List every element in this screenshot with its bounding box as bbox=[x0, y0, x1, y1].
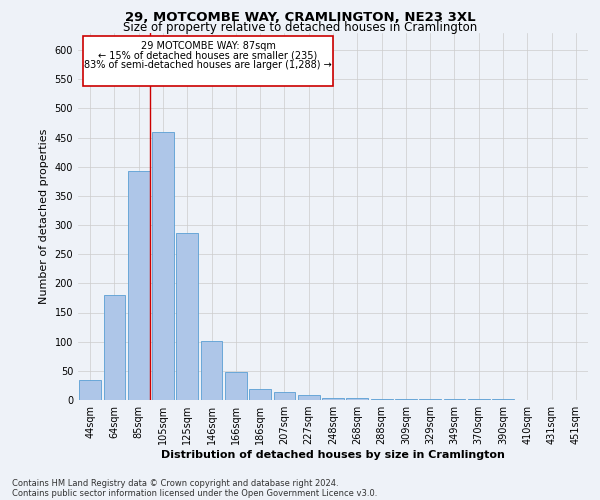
Text: Contains HM Land Registry data © Crown copyright and database right 2024.: Contains HM Land Registry data © Crown c… bbox=[12, 479, 338, 488]
Bar bbox=[346, 398, 368, 400]
Bar bbox=[225, 372, 247, 400]
FancyBboxPatch shape bbox=[83, 36, 333, 86]
Bar bbox=[128, 171, 149, 400]
Bar bbox=[79, 380, 101, 400]
Text: 29, MOTCOMBE WAY, CRAMLINGTON, NE23 3XL: 29, MOTCOMBE WAY, CRAMLINGTON, NE23 3XL bbox=[125, 11, 475, 24]
Bar bbox=[298, 396, 320, 400]
Y-axis label: Number of detached properties: Number of detached properties bbox=[39, 128, 49, 304]
Bar bbox=[274, 392, 295, 400]
Bar bbox=[104, 295, 125, 400]
Text: Size of property relative to detached houses in Cramlington: Size of property relative to detached ho… bbox=[123, 21, 477, 34]
Bar bbox=[200, 341, 223, 400]
Text: 29 MOTCOMBE WAY: 87sqm: 29 MOTCOMBE WAY: 87sqm bbox=[140, 41, 275, 51]
Bar bbox=[322, 398, 344, 400]
Bar bbox=[249, 389, 271, 400]
Bar bbox=[152, 132, 174, 400]
Text: ← 15% of detached houses are smaller (235): ← 15% of detached houses are smaller (23… bbox=[98, 50, 317, 60]
Text: 83% of semi-detached houses are larger (1,288) →: 83% of semi-detached houses are larger (… bbox=[84, 60, 332, 70]
X-axis label: Distribution of detached houses by size in Cramlington: Distribution of detached houses by size … bbox=[161, 450, 505, 460]
Text: Contains public sector information licensed under the Open Government Licence v3: Contains public sector information licen… bbox=[12, 489, 377, 498]
Bar bbox=[176, 232, 198, 400]
Bar bbox=[371, 399, 392, 400]
